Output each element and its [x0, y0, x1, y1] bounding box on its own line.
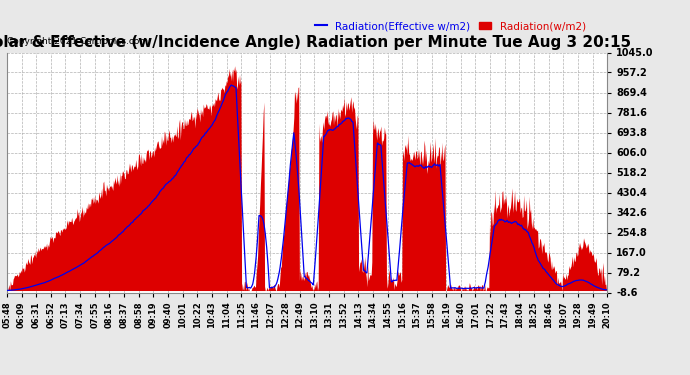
Title: Solar & Effective (w/Incidence Angle) Radiation per Minute Tue Aug 3 20:15: Solar & Effective (w/Incidence Angle) Ra…	[0, 35, 631, 50]
Text: Copyright 2021 Cartronics.com: Copyright 2021 Cartronics.com	[7, 37, 148, 46]
Legend: Radiation(Effective w/m2), Radiation(w/m2): Radiation(Effective w/m2), Radiation(w/m…	[310, 17, 590, 35]
